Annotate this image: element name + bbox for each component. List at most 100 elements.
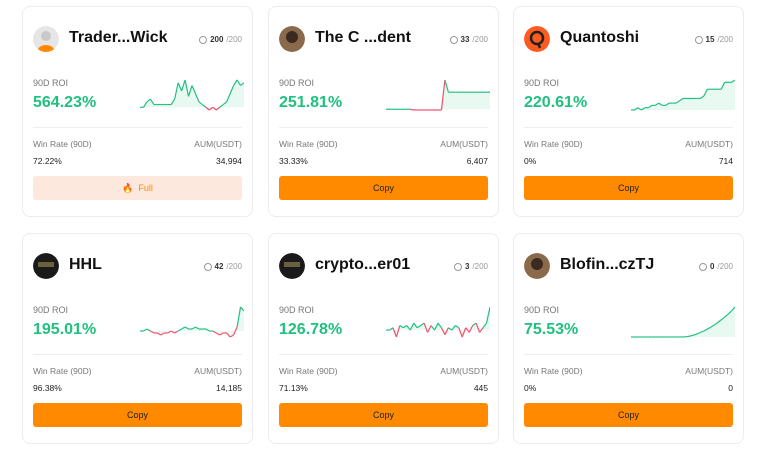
sparkline-area [631, 307, 735, 337]
avatar[interactable] [524, 253, 550, 279]
avatar[interactable] [33, 26, 59, 52]
sparkline-segment [174, 330, 179, 334]
trader-name[interactable]: Trader...Wick [69, 29, 168, 46]
sparkline-segment [637, 107, 642, 111]
sparkline-segment [433, 322, 439, 331]
avatar[interactable] [279, 253, 305, 279]
avatar[interactable] [279, 26, 305, 52]
aum-label: AUM(USDT) [440, 139, 488, 149]
sparkline-segment [215, 106, 221, 111]
copy-button[interactable]: Copy [279, 403, 488, 427]
sparkline-segment [177, 328, 182, 332]
trader-name[interactable]: The C ...dent [315, 29, 411, 46]
trader-name[interactable]: Blofin...czTJ [560, 256, 655, 273]
win-rate-label: Win Rate (90D) [524, 139, 583, 149]
copy-button[interactable]: Copy [279, 176, 488, 200]
trader-card[interactable]: HHL 42/200 90D ROI 195.01% Win Rate (90D… [22, 233, 253, 444]
win-rate-value: 33.33% [279, 156, 308, 166]
sparkline-segment [240, 306, 244, 312]
sparkline-segment [236, 79, 242, 86]
avatar[interactable] [524, 26, 550, 52]
aum-label: AUM(USDT) [194, 139, 242, 149]
sparkline-segment [727, 310, 732, 315]
sparkline-segment [440, 327, 446, 335]
follower-count: 42/200 [203, 262, 242, 271]
sparkline-segment [648, 104, 653, 109]
sparkline-segment [706, 326, 712, 330]
sparkline-segment [229, 334, 234, 338]
sparkline-segment [703, 328, 708, 332]
sparkline-segment [409, 322, 415, 331]
sparkline-segment [710, 324, 715, 328]
sparkline-segment [700, 330, 705, 334]
sparkline-segment [472, 322, 477, 326]
sparkline-segment [160, 332, 165, 336]
copy-button[interactable]: Copy [33, 403, 242, 427]
follower-count: 15/200 [694, 35, 733, 44]
sparkline-segment [658, 102, 663, 106]
sparkline-segment [455, 324, 460, 329]
sparkline-segment [170, 98, 176, 105]
sparkline-segment [215, 332, 221, 336]
divider [524, 127, 733, 128]
roi-label: 90D ROI [279, 305, 315, 315]
trader-name[interactable]: HHL [69, 256, 102, 273]
full-button[interactable]: 🔥 Full [33, 176, 242, 200]
win-rate-label: Win Rate (90D) [279, 366, 338, 376]
aum-label: AUM(USDT) [685, 139, 733, 149]
user-icon [449, 35, 458, 44]
sparkline-segment [654, 102, 660, 106]
sparkline-segment [413, 322, 418, 329]
sparkline-segment [451, 325, 456, 331]
avatar[interactable] [33, 253, 59, 279]
sparkline-segment [717, 319, 722, 324]
sparkline-segment [444, 79, 449, 93]
sparkline-segment [191, 326, 196, 330]
roi-sparkline [140, 79, 244, 111]
roi-value: 75.53% [524, 321, 579, 338]
sparkline-segment [634, 107, 639, 111]
sparkline-segment [423, 322, 429, 333]
roi-sparkline [386, 306, 490, 338]
sparkline-segment [187, 85, 193, 97]
aum-label: AUM(USDT) [685, 366, 733, 376]
trader-card[interactable]: Quantoshi 15/200 90D ROI 220.61% Win Rat… [513, 6, 744, 217]
sparkline-segment [208, 106, 214, 111]
sparkline-area [386, 80, 490, 110]
roi-sparkline [631, 79, 735, 111]
sparkline-segment [191, 85, 197, 94]
win-rate-label: Win Rate (90D) [524, 366, 583, 376]
aum-value: 0 [728, 383, 733, 393]
copy-button[interactable]: Copy [524, 176, 733, 200]
sparkline-segment [236, 306, 242, 328]
trader-name[interactable]: crypto...er01 [315, 256, 411, 273]
sparkline-segment [181, 326, 186, 330]
sparkline-area [140, 80, 244, 110]
sparkline-segment [229, 85, 235, 94]
sparkline-segment [177, 82, 183, 92]
trader-name[interactable]: Quantoshi [560, 29, 640, 46]
sparkline-segment [143, 328, 148, 332]
aum-value: 6,407 [466, 156, 488, 166]
trader-card[interactable]: Trader...Wick 200/200 90D ROI 564.23% Wi… [22, 6, 253, 217]
sparkline-segment [461, 327, 467, 338]
sparkline-area [386, 307, 490, 337]
sparkline-segment [233, 326, 238, 336]
follower-count: 3/200 [453, 262, 488, 271]
roi-label: 90D ROI [524, 305, 560, 315]
sparkline-segment [157, 332, 162, 336]
sparkline-segment [437, 322, 442, 329]
user-icon [694, 35, 703, 44]
sparkline-segment [212, 106, 217, 111]
aum-label: AUM(USDT) [440, 366, 488, 376]
sparkline-segment [444, 327, 449, 335]
sparkline-segment [731, 306, 735, 312]
sparkline-segment [485, 306, 490, 324]
roi-value: 220.61% [524, 94, 588, 111]
trader-card[interactable]: The C ...dent 33/200 90D ROI 251.81% Win… [268, 6, 499, 217]
roi-label: 90D ROI [279, 78, 315, 88]
copy-button[interactable]: Copy [524, 403, 733, 427]
sparkline-segment [184, 79, 190, 97]
trader-card[interactable]: Blofin...czTJ 0/200 90D ROI 75.53% Win R… [513, 233, 744, 444]
trader-card[interactable]: crypto...er01 3/200 90D ROI 126.78% Win … [268, 233, 499, 444]
